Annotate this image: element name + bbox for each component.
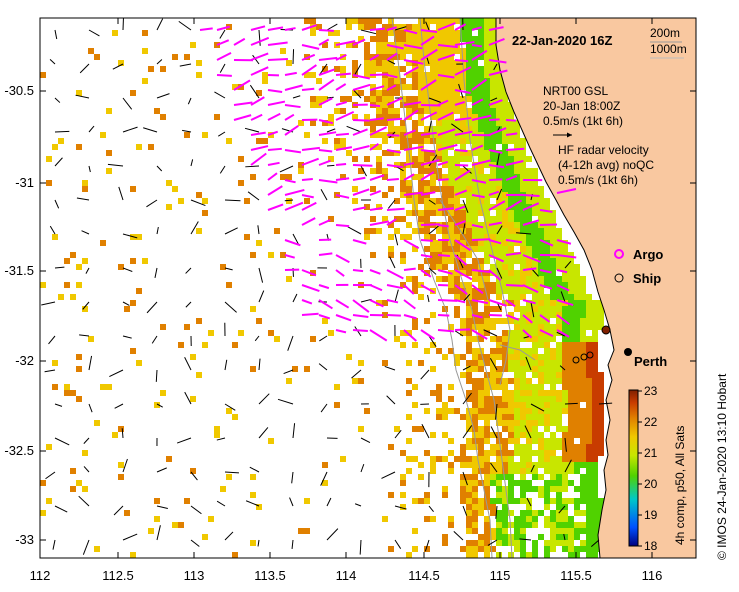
date-title: 22-Jan-2020 16Z <box>512 33 613 48</box>
x-tick-label: 114 <box>336 568 357 583</box>
hf-label-2: (4-12h avg) noQC <box>558 158 654 172</box>
x-tick-label: 114.5 <box>408 568 440 583</box>
legend-ship: Ship <box>633 271 661 286</box>
ship-track <box>572 351 594 364</box>
hf-radar-arrows <box>199 22 577 342</box>
y-tick-label: -33 <box>15 532 34 547</box>
hf-scale: 0.5m/s (1kt 6h) <box>558 173 638 187</box>
land-mass <box>495 18 696 558</box>
x-tick-label: 115.5 <box>560 568 592 583</box>
x-tick-label: 112.5 <box>102 568 134 583</box>
x-tick-label: 115 <box>490 568 511 583</box>
gsl-velocity-arrows <box>41 18 613 555</box>
gsl-scale: 0.5m/s (1kt 6h) <box>543 114 623 128</box>
city-label-perth: Perth <box>634 354 667 369</box>
colorbar-title: 4h comp, p50, All Sats <box>673 426 687 545</box>
y-tick-label: -32.5 <box>4 443 34 458</box>
isobath-lines <box>391 18 536 558</box>
x-tick-label: 113.5 <box>254 568 286 583</box>
x-tick-label: 116 <box>642 568 663 583</box>
gsl-label: NRT00 GSL <box>543 84 608 98</box>
plot-frame <box>39 17 697 559</box>
legend-argo: Argo <box>633 247 663 262</box>
copyright-text: © IMOS 24-Jan-2020 13:10 Hobart <box>715 373 729 560</box>
y-tick-label: -31 <box>15 175 34 190</box>
hf-scale-arrow <box>556 188 577 194</box>
y-tick-label: -31.5 <box>4 263 34 278</box>
hf-label-1: HF radar velocity <box>558 143 649 157</box>
perth-marker <box>624 348 632 356</box>
x-tick-label: 112 <box>30 568 51 583</box>
colorbar <box>628 389 639 547</box>
contour-label-200m: 200m <box>650 26 680 40</box>
coastal-marker <box>601 325 611 335</box>
y-axis: -30.5 -31 -31.5 -32 -32.5 -33 <box>4 83 696 547</box>
colorbar-tick-label: 23 <box>644 384 658 398</box>
colorbar-tick-label: 21 <box>644 446 658 460</box>
x-axis: 112 112.5 113 113.5 114 114.5 115 115.5 116 <box>30 18 663 583</box>
colorbar-tick-label: 20 <box>644 477 658 491</box>
colorbar-ticks: 23 22 21 20 19 18 <box>638 384 658 553</box>
colorbar-tick-label: 22 <box>644 415 658 429</box>
contour-label-1000m: 1000m <box>650 42 687 56</box>
colorbar-tick-label: 19 <box>644 508 658 522</box>
colorbar-tick-label: 18 <box>644 539 658 553</box>
argo-symbol <box>614 249 624 259</box>
gsl-scale-arrow <box>553 132 572 138</box>
ship-symbol <box>614 273 624 283</box>
x-tick-label: 113 <box>184 568 205 583</box>
gsl-time: 20-Jan 18:00Z <box>543 99 620 113</box>
y-tick-label: -32 <box>15 353 34 368</box>
y-tick-label: -30.5 <box>4 83 34 98</box>
